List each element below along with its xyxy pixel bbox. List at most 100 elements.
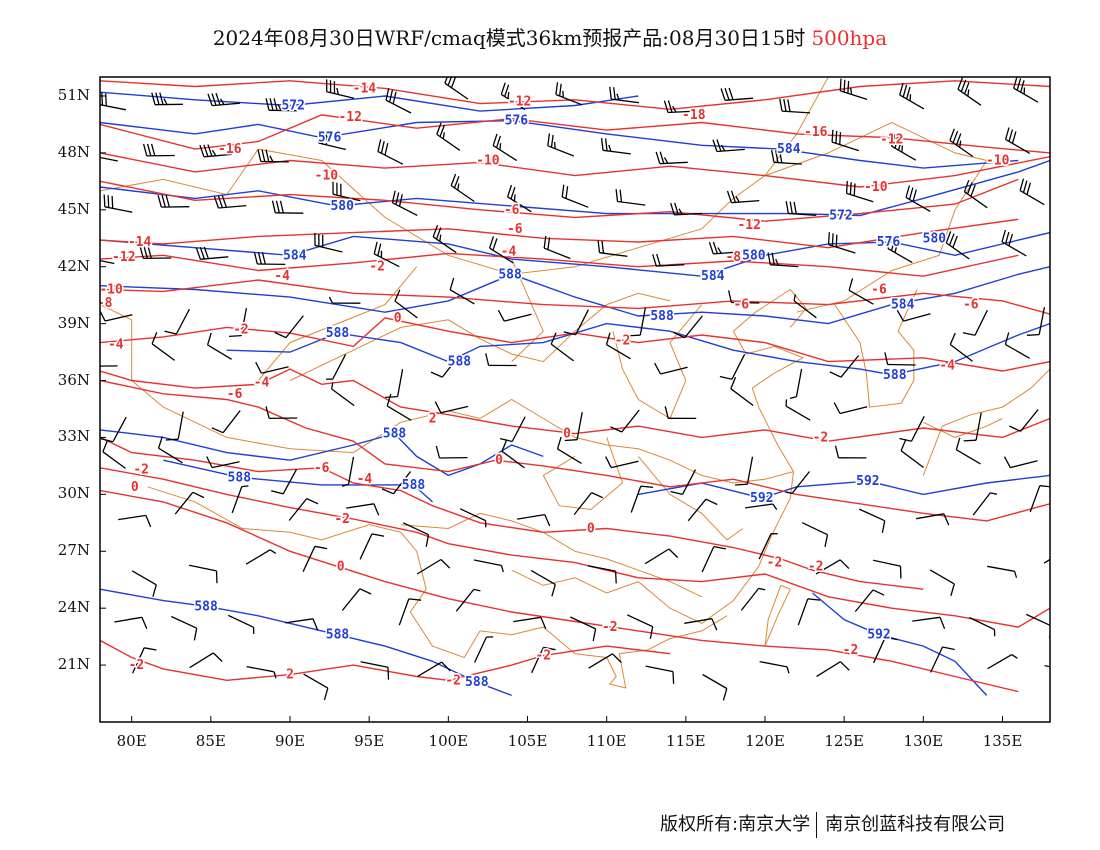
wind-barb — [1026, 306, 1046, 336]
contour-label: -12 — [338, 110, 361, 125]
wind-barb — [255, 361, 289, 374]
wind-barb — [171, 615, 198, 641]
temperature-contours — [100, 80, 1050, 693]
wind-barb — [497, 309, 532, 322]
wind-barb — [610, 409, 640, 433]
contour-label: 588 — [465, 675, 489, 690]
wind-barb — [195, 246, 229, 260]
lat-label: 24N — [57, 598, 90, 617]
contour-label: 572 — [281, 99, 304, 114]
wind-barb — [858, 508, 886, 534]
contour-label: -6 — [733, 298, 749, 313]
wind-barb — [228, 307, 248, 338]
wind-barb — [600, 137, 631, 155]
wind-barb — [530, 569, 556, 597]
wind-barb — [564, 411, 583, 442]
wind-barb — [785, 201, 817, 217]
contour-label: -10 — [315, 169, 339, 184]
contour-label: -4 — [501, 245, 517, 260]
temperature-isotherm — [100, 379, 1050, 522]
temperature-isotherm — [100, 252, 1019, 277]
lat-label: 27N — [57, 541, 90, 560]
lat-label: 51N — [57, 85, 90, 104]
wind-barb — [563, 309, 589, 336]
contour-label: 576 — [318, 131, 342, 146]
contour-label: -16 — [218, 142, 242, 157]
wind-barb — [986, 565, 1018, 578]
wind-barb — [555, 82, 583, 106]
contour-label: -12 — [880, 133, 903, 148]
wind-barb — [246, 665, 277, 679]
wind-barb — [385, 88, 412, 114]
wind-barb — [1001, 229, 1027, 257]
contour-label: -8 — [725, 250, 741, 265]
boundary-line — [289, 292, 671, 381]
wind-barb — [735, 456, 754, 486]
wind-barb — [346, 503, 380, 516]
wind-barb — [673, 315, 703, 339]
axis-ticks — [100, 95, 1003, 722]
wind-barb — [884, 352, 916, 366]
wind-barb — [962, 309, 988, 336]
temperature-contour-labels: -14-12-12 -18-16-12-16-10-10-10-10-6-12-6… — [100, 80, 1011, 690]
wind-barb — [500, 82, 526, 110]
contour-label: 0 — [394, 311, 402, 326]
contour-label: 584 — [891, 298, 915, 313]
wind-barb — [652, 253, 685, 267]
wind-barb — [1004, 332, 1030, 359]
contour-label: 588 — [228, 470, 252, 485]
wind-barb — [164, 308, 190, 335]
boundary-line — [574, 615, 728, 689]
wind-barb — [326, 79, 355, 99]
wind-barb — [588, 653, 622, 669]
contour-label: -2 — [843, 643, 859, 658]
wind-barb — [654, 362, 688, 375]
wind-barb — [206, 456, 240, 469]
wind-barb — [896, 309, 931, 322]
temperature-isotherm — [100, 152, 1050, 188]
wind-barb — [949, 128, 974, 158]
wind-barbs — [100, 77, 1050, 701]
contour-label: 0 — [587, 522, 595, 537]
wind-barb — [834, 445, 867, 459]
contour-label: -2 — [535, 649, 551, 664]
contour-label: 588 — [498, 267, 522, 282]
contour-label: 580 — [742, 248, 766, 263]
lon-label: 100E — [428, 732, 469, 750]
contour-label: -6 — [227, 387, 243, 402]
wind-barb — [955, 437, 981, 465]
contour-label: -12 — [508, 95, 531, 110]
wind-barb — [1004, 127, 1031, 154]
wind-barb — [103, 194, 133, 213]
wind-barb — [265, 98, 298, 112]
wind-barb — [206, 332, 232, 360]
contour-label: 588 — [650, 309, 674, 324]
lat-label: 45N — [57, 199, 90, 218]
contour-label: -16 — [804, 125, 828, 140]
contour-label: 572 — [829, 209, 852, 224]
wind-barb — [816, 661, 850, 677]
wind-barb — [500, 416, 526, 443]
boundary-lines — [100, 77, 1050, 689]
wind-barb — [785, 399, 811, 421]
plot-frame — [99, 76, 1051, 723]
footer-right: 南京创蓝科技有限公司 — [825, 814, 1006, 835]
wind-barb — [845, 180, 874, 203]
wind-barb — [398, 598, 422, 626]
temperature-isotherm — [100, 489, 1019, 693]
contour-label: 580 — [330, 199, 354, 214]
contour-label: -2 — [233, 322, 249, 337]
wind-barb — [142, 143, 175, 157]
contour-label: 576 — [877, 235, 901, 250]
wind-barb — [207, 92, 241, 107]
lat-label: 42N — [57, 256, 90, 275]
wind-barb — [779, 98, 811, 114]
contour-label: 592 — [867, 628, 890, 643]
title-main: 2024年08月30日WRF/cmaq模式36km预报产品:08月30日15时 — [212, 26, 806, 50]
contour-label: 588 — [883, 368, 907, 383]
lon-label: 95E — [354, 732, 385, 750]
contour-label: -2 — [369, 260, 385, 275]
wind-barb — [945, 231, 970, 260]
boundary-line — [834, 289, 918, 408]
wind-barb — [114, 616, 148, 629]
